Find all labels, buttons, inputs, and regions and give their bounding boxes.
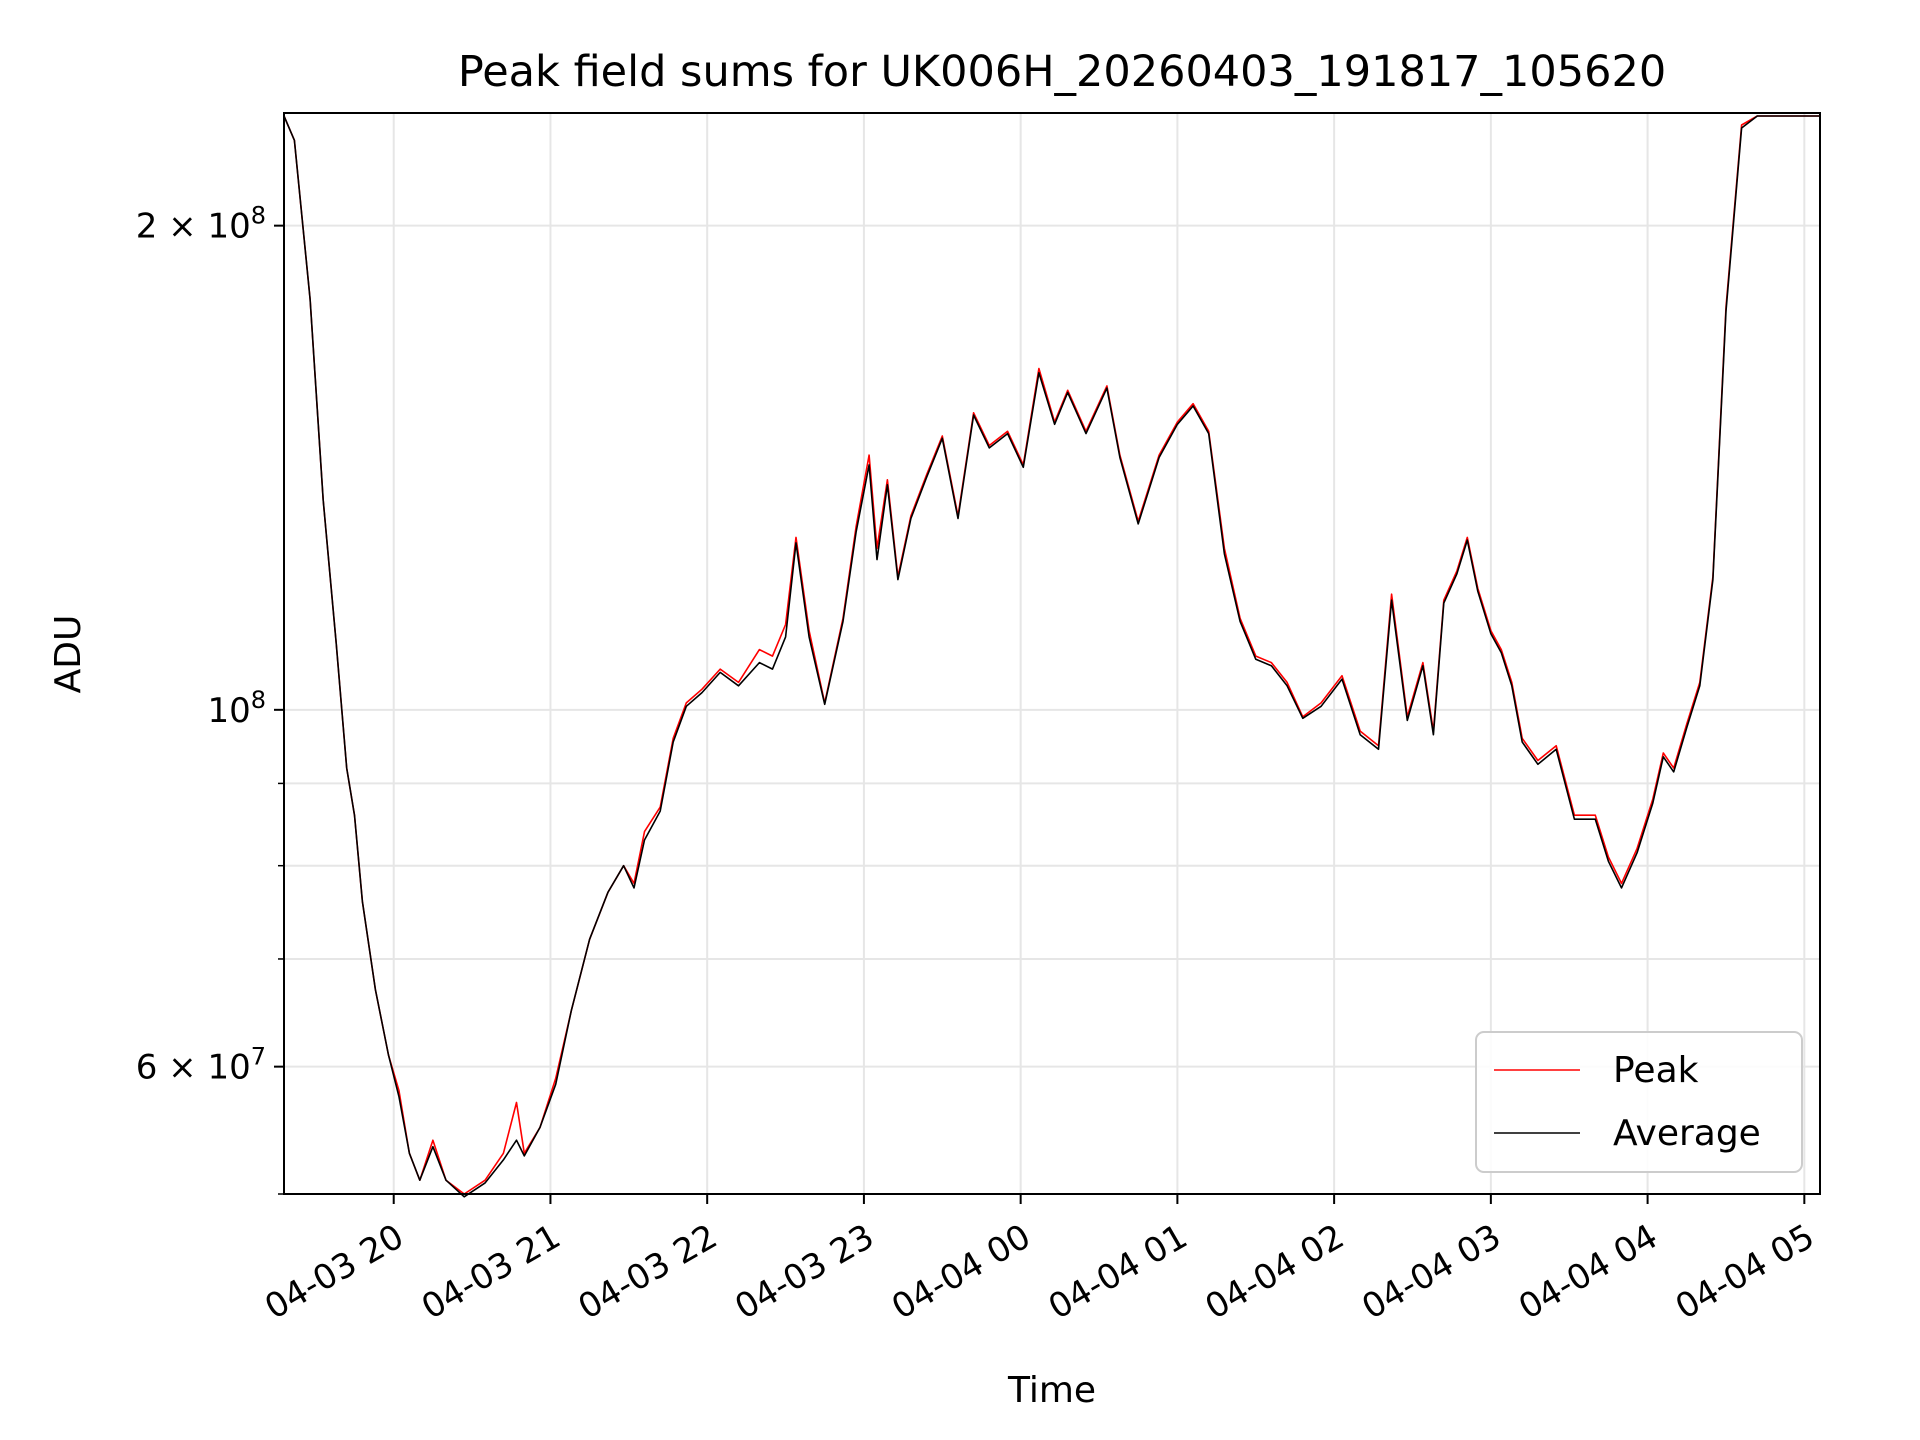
series-group	[283, 115, 1820, 1198]
legend-label-peak: Peak	[1613, 1050, 1699, 1091]
chart-title: Peak field sums for UK006H_20260403_1918…	[458, 47, 1666, 97]
series-line-average	[283, 115, 1820, 1198]
y-tick-label: 6 × 107	[136, 1043, 266, 1088]
y-tick-label: 2 × 108	[136, 202, 266, 247]
x-axis-label: Time	[1007, 1370, 1096, 1411]
y-tick-label: 108	[207, 686, 266, 731]
legend-box	[1475, 1031, 1803, 1173]
y-axis-label: ADU	[48, 615, 89, 694]
y-axis: 6 × 107 108 2 × 108	[136, 202, 284, 1195]
plot-frame	[283, 112, 1821, 1195]
legend-label-average: Average	[1613, 1113, 1761, 1154]
legend: Peak Average	[1475, 1031, 1803, 1173]
